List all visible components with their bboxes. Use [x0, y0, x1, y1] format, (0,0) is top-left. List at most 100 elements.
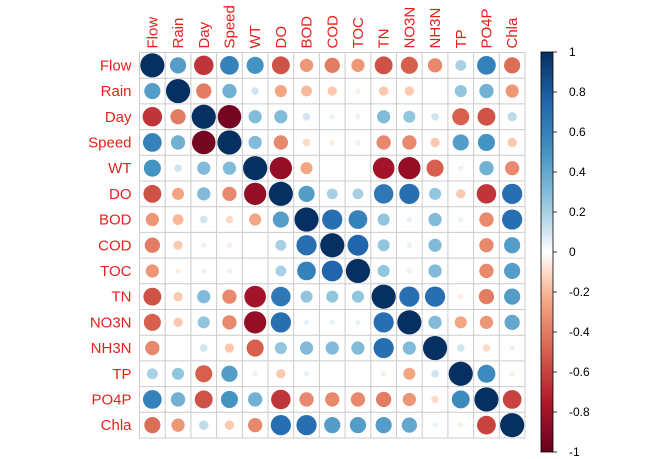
- corr-circle-toc-day: [201, 268, 207, 274]
- corr-circle-nh3n-do: [274, 342, 287, 355]
- corr-circle-no3n-day: [197, 316, 210, 329]
- corr-circle-flow-day: [194, 55, 214, 76]
- row-label-po4p: PO4P: [91, 391, 131, 408]
- corr-circle-do-nh3n: [429, 187, 442, 200]
- corr-circle-toc-flow: [145, 264, 159, 278]
- corr-circle-nh3n-cod: [325, 341, 339, 355]
- corr-circle-nh3n-flow: [145, 340, 160, 356]
- corr-circle-chla-bod: [296, 415, 317, 436]
- colorbar-tick-label: 1: [569, 45, 576, 59]
- corr-circle-wt-do: [269, 157, 292, 180]
- corr-circle-speed-rain: [170, 135, 186, 150]
- corr-circle-tp-rain: [172, 367, 185, 380]
- corr-circle-speed-speed: [217, 130, 242, 155]
- corr-circle-speed-chla: [507, 137, 517, 148]
- corr-circle-rain-do: [274, 85, 287, 98]
- corr-circle-tp-do: [276, 369, 286, 379]
- corr-circle-po4p-wt: [248, 392, 263, 407]
- row-label-chla: Chla: [101, 417, 133, 434]
- column-label-tp: TP: [453, 29, 470, 48]
- corr-circle-cod-no3n: [406, 242, 413, 248]
- corr-circle-po4p-rain: [170, 392, 186, 407]
- corr-circle-day-tp: [452, 108, 470, 126]
- corr-circle-po4p-bod: [299, 392, 314, 407]
- corr-circle-flow-tp: [455, 59, 467, 71]
- corr-circle-wt-wt: [243, 156, 268, 181]
- column-label-day: Day: [196, 21, 213, 48]
- corr-circle-tp-nh3n: [431, 369, 439, 378]
- corr-circle-tn-bod: [300, 290, 313, 303]
- corr-circle-tn-do: [271, 286, 291, 307]
- row-label-day: Day: [105, 109, 132, 126]
- corr-circle-nh3n-bod: [299, 341, 314, 355]
- corr-circle-tn-tp: [458, 293, 464, 300]
- corr-circle-nh3n-toc: [351, 341, 365, 355]
- corr-circle-toc-cod: [321, 260, 343, 282]
- corr-circle-wt-no3n: [398, 157, 421, 180]
- corr-circle-tp-chla: [509, 371, 515, 377]
- corr-circle-speed-flow: [142, 133, 162, 152]
- corr-circle-speed-do: [273, 135, 288, 150]
- corr-circle-wt-flow: [143, 159, 161, 177]
- corr-circle-no3n-tp: [454, 316, 467, 329]
- corr-circle-tp-tp: [448, 361, 473, 386]
- corr-circle-bod-do: [272, 211, 289, 228]
- corr-circle-cod-nh3n: [428, 238, 442, 252]
- corr-circle-do-tn: [373, 184, 394, 204]
- corr-circle-day-wt: [248, 110, 262, 124]
- corr-circle-toc-po4p: [479, 263, 494, 279]
- corr-circle-wt-tn: [372, 157, 395, 179]
- corr-circle-bod-flow: [145, 212, 159, 227]
- corr-circle-chla-tp: [458, 422, 464, 428]
- row-label-speed: Speed: [88, 134, 131, 151]
- corr-circle-rain-wt: [251, 87, 259, 95]
- colorbar-tick-label: -0.4: [569, 325, 590, 339]
- corr-circle-bod-rain: [172, 214, 184, 225]
- corr-circle-chla-chla: [500, 413, 525, 438]
- corr-circle-nh3n-wt: [246, 339, 264, 357]
- corr-circle-wt-nh3n: [426, 159, 444, 177]
- corr-circle-rain-tp: [454, 85, 467, 98]
- row-label-tp: TP: [112, 366, 131, 383]
- corr-circle-bod-day: [199, 215, 208, 224]
- corr-circle-nh3n-speed: [224, 343, 235, 353]
- corr-circle-flow-bod: [299, 58, 314, 72]
- corr-circle-toc-speed: [226, 268, 233, 274]
- corr-circle-wt-chla: [505, 161, 520, 176]
- corr-circle-nh3n-day: [199, 344, 208, 352]
- colorbar-gradient: [540, 51, 554, 453]
- corr-circle-tp-po4p: [477, 364, 496, 383]
- column-label-chla: Chla: [504, 17, 521, 49]
- corr-circle-flow-toc: [351, 58, 365, 72]
- corr-circle-tp-no3n: [403, 367, 416, 380]
- row-label-toc: TOC: [100, 263, 132, 280]
- corr-circle-no3n-rain: [173, 317, 183, 328]
- corr-circle-toc-tn: [377, 264, 390, 277]
- corr-circle-bod-tn: [377, 213, 390, 226]
- corr-circle-bod-chla: [502, 209, 523, 230]
- corr-circle-rain-rain: [165, 78, 191, 104]
- corr-circle-chla-speed: [224, 420, 235, 430]
- corr-circle-cod-speed: [226, 242, 233, 248]
- corr-circle-cod-cod: [320, 233, 345, 258]
- corr-circle-po4p-po4p: [474, 387, 499, 412]
- corr-circle-tp-tn: [380, 371, 387, 377]
- row-label-cod: COD: [98, 237, 132, 254]
- row-label-do: DO: [109, 186, 132, 203]
- corr-circle-day-do: [274, 110, 288, 124]
- corr-circle-po4p-speed: [220, 390, 238, 408]
- corr-circle-speed-tp: [452, 134, 469, 151]
- corr-circle-tp-day: [195, 365, 213, 383]
- corr-circle-flow-speed: [220, 55, 239, 75]
- corr-circle-nh3n-no3n: [402, 341, 416, 355]
- corr-circle-flow-do: [271, 56, 290, 75]
- corr-circle-do-bod: [298, 185, 315, 202]
- corr-circle-tp-speed: [221, 365, 238, 382]
- corr-circle-speed-cod: [329, 139, 335, 146]
- corr-circle-po4p-nh3n: [431, 395, 439, 404]
- corr-circle-tn-chla: [504, 288, 521, 305]
- corr-circle-bod-bod: [294, 207, 319, 232]
- corr-circle-no3n-tn: [373, 312, 394, 333]
- corr-circle-wt-day: [197, 161, 211, 175]
- row-label-no3n: NO3N: [90, 314, 132, 331]
